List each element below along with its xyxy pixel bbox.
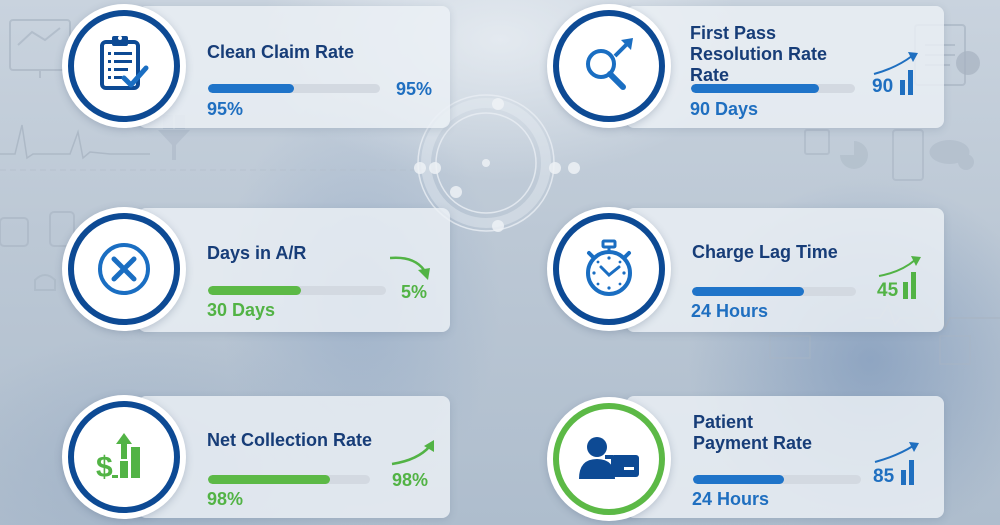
progress-bar-fill [692,287,804,296]
stopwatch-icon [586,239,632,296]
metric-badge [547,4,671,128]
progress-bar-fill [208,475,330,484]
metric-value: 95% [207,99,244,119]
curved-arrow-down-icon [390,256,430,280]
bar-chart-up-arrow-icon [878,256,921,299]
progress-bar [693,475,861,484]
metric-badge [547,207,671,331]
metric-card-charge-lag-time [626,208,944,332]
dollar-growth-chart-icon: $ [96,433,140,484]
metric-value: 98% [207,489,244,509]
metric-value: 24 Hours [691,301,769,321]
progress-bar [692,287,856,296]
progress-bar-fill [208,84,294,93]
metric-trend-value: 45 [877,280,899,301]
metric-trend: 85 [873,442,923,487]
metric-trend-value: 5% [401,282,428,302]
metric-value: 90 Days [690,99,759,119]
metric-card-days-in-ar [138,208,450,332]
progress-bar [208,286,386,295]
progress-bar-fill [208,286,301,295]
progress-bar [691,84,855,93]
metric-card-net-collection-rate [138,396,450,518]
metric-badge [62,207,186,331]
metric-badge: $ [62,395,186,519]
metric-badge [62,4,186,128]
metric-value: 24 Hours [692,489,770,509]
progress-bar-fill [693,475,784,484]
progress-bar [208,84,380,93]
clipboard-check-icon [100,36,149,90]
metric-trend-value: 95% [396,79,433,99]
curved-arrow-up-icon [391,440,434,466]
bar-chart-up-arrow-icon [874,442,919,485]
metric-card-clean-claim-rate [138,6,450,128]
metric-title: First Pass Resolution Rate Rate [690,23,828,85]
metric-trend: 90 [872,52,922,97]
metric-title: Days in A/R [207,243,307,263]
metric-value: 30 Days [207,300,276,320]
metric-trend-value: 98% [392,470,429,490]
metric-trend: 98% [390,440,440,490]
bar-chart-up-arrow-icon [873,52,918,95]
metric-badge [547,397,671,521]
metric-trend-value: 85 [873,466,895,487]
patient-card-icon [579,437,639,479]
metric-trend: 45 [877,256,927,301]
metric-title: Net Collection Rate [207,430,373,450]
metric-title: Patient Payment Rate [693,412,813,453]
metric-title: Clean Claim Rate [207,42,355,62]
metric-trend-value: 90 [872,76,894,97]
progress-bar-fill [691,84,819,93]
metric-title: Charge Lag Time [692,242,838,262]
circle-x-icon [98,243,150,295]
metric-trend: 5% [390,254,440,302]
svg-text:$: $ [96,451,113,484]
progress-bar [208,475,370,484]
magnifier-arrow-icon [586,38,633,90]
